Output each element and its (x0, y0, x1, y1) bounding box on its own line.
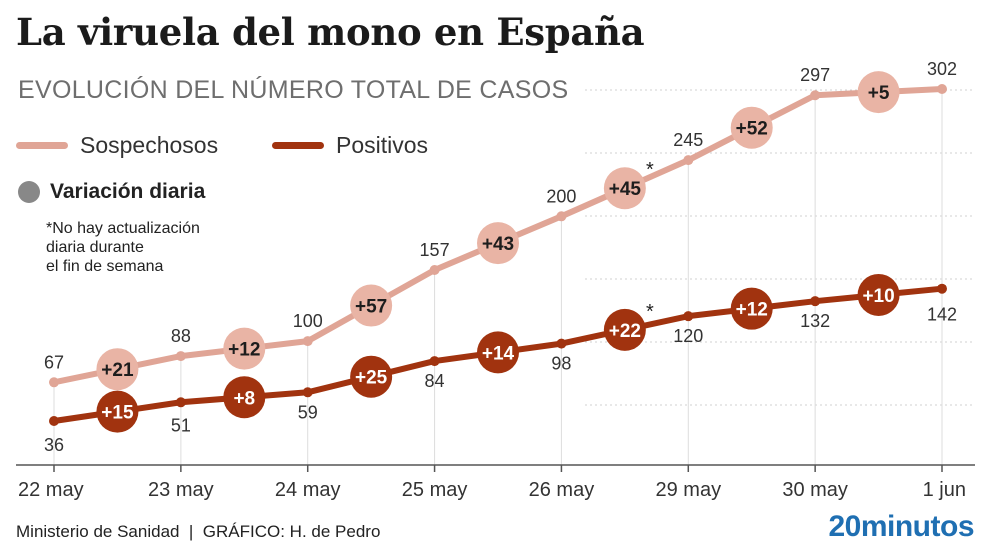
daily-bubble-label-0-3: +43 (482, 234, 514, 255)
daily-bubble-0-0 (96, 348, 139, 391)
daily-bubble-1-4 (603, 308, 646, 351)
point-1-0 (49, 416, 59, 426)
legend-swatch-positivos (272, 142, 324, 149)
daily-bubble-0-4 (603, 167, 646, 210)
x-tick-label-6: 30 may (782, 479, 848, 501)
point-0-0 (49, 377, 59, 388)
weekend-asterisk-0: * (646, 159, 654, 181)
value-label-1-4: 98 (551, 354, 571, 374)
value-label-0-1: 88 (171, 326, 191, 346)
x-tick-label-2: 24 may (275, 479, 341, 501)
daily-bubble-label-1-4: +22 (609, 321, 641, 342)
daily-bubble-1-1 (223, 376, 266, 419)
value-label-1-0: 36 (44, 435, 64, 455)
daily-bubble-label-0-6: +5 (868, 83, 890, 104)
point-0-3 (429, 264, 440, 275)
weekend-note-line-2: diaria durante (46, 239, 144, 256)
value-label-1-2: 59 (298, 402, 318, 422)
daily-variation-dot-icon (18, 181, 40, 203)
x-tick-label-0: 22 may (18, 479, 84, 501)
daily-bubble-0-5 (730, 106, 773, 149)
value-label-1-6: 132 (800, 311, 830, 331)
point-0-2 (302, 336, 313, 347)
daily-variation-legend: Variación diaria (18, 180, 205, 204)
daily-bubble-label-1-0: +15 (101, 403, 134, 424)
daily-bubble-label-0-5: +52 (736, 119, 768, 140)
value-label-0-5: 245 (673, 130, 703, 150)
point-1-2 (302, 387, 313, 398)
legend-sospechosos: Sospechosos (16, 132, 218, 159)
daily-bubble-label-0-2: +57 (355, 297, 387, 318)
legend-positivos: Positivos (272, 132, 428, 159)
x-tick-label-7: 1 jun (923, 479, 966, 501)
footer-source: Ministerio de Sanidad | GRÁFICO: H. de P… (16, 522, 381, 541)
value-label-0-7: 302 (927, 59, 957, 79)
brand-logo: 20minutos (828, 510, 974, 543)
value-label-1-3: 84 (425, 371, 445, 391)
daily-bubble-label-1-6: +10 (862, 286, 894, 307)
weekend-asterisk-1: * (646, 301, 654, 323)
daily-bubble-label-1-5: +12 (736, 300, 768, 321)
value-label-0-6: 297 (800, 65, 830, 85)
daily-bubble-label-0-1: +12 (228, 340, 260, 361)
daily-bubble-label-1-3: +14 (482, 343, 515, 364)
point-1-6 (810, 296, 821, 307)
weekend-note: *No hay actualización diaria durante el … (46, 219, 246, 276)
legend-swatch-sospechosos (16, 142, 68, 149)
daily-bubble-label-1-2: +25 (355, 368, 388, 389)
daily-bubble-1-3 (477, 331, 519, 374)
point-1-4 (556, 338, 567, 349)
value-label-0-3: 157 (420, 240, 450, 260)
legend-label-sospechosos: Sospechosos (80, 132, 219, 158)
point-0-7 (937, 84, 947, 94)
weekend-note-line-3: el fin de semana (46, 258, 164, 275)
point-1-7 (937, 283, 947, 294)
page-title: La viruela del mono en España (16, 10, 645, 54)
daily-bubble-0-2 (350, 284, 393, 327)
value-label-0-4: 200 (546, 186, 576, 206)
point-1-3 (429, 356, 440, 367)
daily-bubble-1-5 (730, 287, 773, 330)
daily-bubble-label-0-4: +45 (609, 179, 642, 200)
daily-bubble-label-0-0: +21 (101, 360, 134, 381)
value-label-0-0: 67 (44, 352, 64, 372)
daily-variation-label: Variación diaria (50, 180, 206, 203)
legend-label-positivos: Positivos (336, 132, 429, 158)
daily-bubble-0-1 (223, 327, 266, 370)
point-0-4 (556, 211, 567, 222)
page-subtitle: EVOLUCIÓN DEL NÚMERO TOTAL DE CASOS (18, 76, 569, 104)
point-0-5 (683, 155, 694, 166)
weekend-note-line-1: *No hay actualización (46, 220, 200, 237)
value-label-1-7: 142 (927, 305, 957, 325)
point-0-1 (175, 351, 186, 362)
daily-bubble-1-2 (350, 355, 393, 398)
x-tick-label-4: 26 may (529, 479, 595, 501)
value-label-1-1: 51 (171, 415, 191, 435)
daily-bubble-0-6 (857, 71, 900, 114)
daily-bubble-label-1-1: +8 (233, 388, 255, 409)
x-tick-label-5: 29 may (655, 479, 721, 501)
x-tick-label-3: 25 may (402, 479, 468, 501)
daily-bubble-1-6 (857, 273, 900, 316)
daily-bubble-1-0 (96, 390, 139, 433)
point-1-5 (683, 311, 694, 322)
point-1-1 (175, 397, 186, 408)
value-label-0-2: 100 (293, 311, 323, 331)
value-label-1-5: 120 (673, 326, 703, 346)
point-0-6 (810, 90, 821, 101)
x-tick-label-1: 23 may (148, 479, 214, 501)
daily-bubble-0-3 (477, 222, 519, 265)
